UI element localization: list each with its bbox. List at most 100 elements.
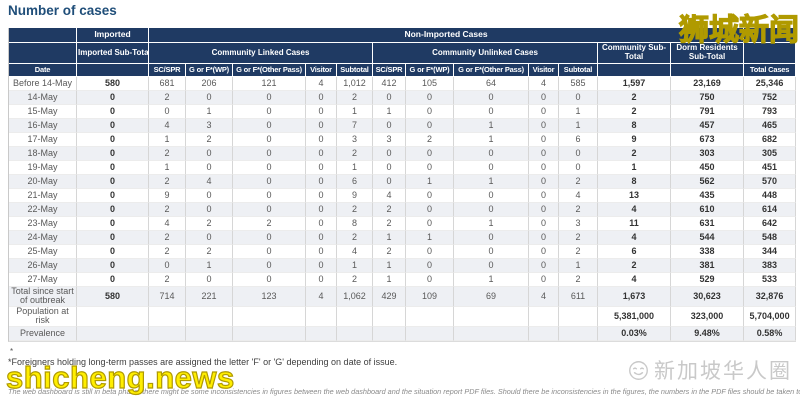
table-cell: 0 (149, 105, 186, 119)
table-cell: 0.58% (744, 326, 797, 341)
table-cell: 1,012 (337, 77, 373, 91)
watermark-bottom-right: 新加坡华人圈 (628, 355, 792, 385)
table-cell: 323,000 (671, 306, 745, 327)
table-cell: 303 (671, 147, 745, 161)
table-row: 20-May 0 2 4 0 0 6 0 1 1 0 2 8 562 570 (9, 175, 797, 189)
table-cell: 1 (337, 161, 373, 175)
table-cell: 0 (233, 259, 306, 273)
table-cell: 0 (529, 189, 559, 203)
header-non-imported-group: Non-Imported Cases (149, 28, 745, 43)
table-cell: 9.48% (671, 326, 745, 341)
header-blank (744, 43, 797, 64)
table-cell: 3 (373, 133, 406, 147)
table-cell: 1 (373, 259, 406, 273)
header-community-unlinked-group: Community Unlinked Cases (373, 43, 598, 64)
table-cell: 2 (149, 91, 186, 105)
table-cell: 0 (559, 147, 598, 161)
table-cell: 2 (598, 91, 671, 105)
table-cell: 7 (337, 119, 373, 133)
table-cell: 0 (529, 273, 559, 287)
row-label: Total since start of outbreak (9, 287, 77, 307)
table-cell: 0 (77, 203, 149, 217)
table-cell: 206 (186, 77, 233, 91)
header-community-subtotal: Community Sub-Total (598, 43, 671, 64)
footnote-marker: * (10, 347, 14, 356)
table-cell: 682 (744, 133, 797, 147)
table-cell (186, 326, 233, 341)
table-cell: 580 (77, 77, 149, 91)
table-cell: 0 (406, 245, 454, 259)
table-cell: 0 (529, 161, 559, 175)
table-cell: 0.03% (598, 326, 671, 341)
table-cell (186, 306, 233, 327)
table-cell: 9 (598, 133, 671, 147)
table-cell: 9 (337, 189, 373, 203)
table-cell: 580 (77, 287, 149, 307)
table-cell: 610 (671, 203, 745, 217)
table-cell: 2 (186, 217, 233, 231)
table-row: 16-May 0 4 3 0 0 7 0 0 1 0 1 8 457 465 (9, 119, 797, 133)
table-cell: 2 (559, 203, 598, 217)
row-label: 24-May (9, 231, 77, 245)
table-cell: 2 (559, 175, 598, 189)
table-cell: 381 (671, 259, 745, 273)
table-cell: 2 (233, 217, 306, 231)
table-cell: 0 (306, 147, 337, 161)
table-cell: 105 (406, 77, 454, 91)
table-cell: 0 (373, 119, 406, 133)
table-cell: 0 (233, 119, 306, 133)
table-cell: 0 (77, 273, 149, 287)
footnote-passes: *Foreigners holding long-term passes are… (8, 357, 398, 367)
table-cell: 451 (744, 161, 797, 175)
table-row: 19-May 0 1 0 0 0 1 0 0 0 0 0 1 450 451 (9, 161, 797, 175)
table-cell: 0 (406, 119, 454, 133)
table-cell: 0 (529, 119, 559, 133)
table-cell: 1 (149, 133, 186, 147)
table-cell: 614 (744, 203, 797, 217)
table-cell: 0 (454, 189, 529, 203)
table-cell: 1 (186, 259, 233, 273)
table-cell: 0 (454, 259, 529, 273)
table-cell: 9 (149, 189, 186, 203)
table-cell: 2 (598, 147, 671, 161)
table-cell: 0 (406, 105, 454, 119)
table-cell: 0 (77, 91, 149, 105)
table-cell: 1 (559, 259, 598, 273)
table-cell: 109 (406, 287, 454, 307)
table-cell: 429 (373, 287, 406, 307)
table-cell: 0 (406, 91, 454, 105)
table-cell: 0 (306, 189, 337, 203)
table-cell (77, 326, 149, 341)
table-cell: 1,597 (598, 77, 671, 91)
table-cell: 2 (373, 245, 406, 259)
table-cell: 2 (149, 231, 186, 245)
table-cell: 8 (337, 217, 373, 231)
table-cell: 0 (233, 245, 306, 259)
header-unlinked-visitor: Visitor (529, 64, 559, 77)
table-cell: 4 (529, 77, 559, 91)
table-row: 23-May 0 4 2 2 0 8 2 0 1 0 3 11 631 642 (9, 217, 797, 231)
table-cell: 0 (77, 161, 149, 175)
watermark-bottom-right-label: 新加坡华人圈 (654, 360, 792, 383)
table-cell: 8 (598, 119, 671, 133)
table-cell: 0 (306, 245, 337, 259)
header-linked-wp: G or F*(WP) (186, 64, 233, 77)
table-cell: 2 (149, 245, 186, 259)
table-cell (529, 326, 559, 341)
table-cell: 0 (406, 203, 454, 217)
row-label: 25-May (9, 245, 77, 259)
table-cell (373, 326, 406, 341)
table-cell (559, 326, 598, 341)
table-cell: 0 (77, 119, 149, 133)
header-linked-visitor: Visitor (306, 64, 337, 77)
table-body: Before 14-May 580 681 206 121 4 1,012 412 105 64 4… (9, 77, 797, 341)
table-cell: 0 (454, 203, 529, 217)
table-cell: 2 (337, 203, 373, 217)
table-cell: 1 (559, 119, 598, 133)
table-row: 24-May 0 2 0 0 0 2 1 1 0 0 2 4 544 548 (9, 231, 797, 245)
table-cell: 5,704,000 (744, 306, 797, 327)
table-cell: 0 (186, 203, 233, 217)
table-cell: 0 (306, 133, 337, 147)
table-cell: 2 (559, 231, 598, 245)
